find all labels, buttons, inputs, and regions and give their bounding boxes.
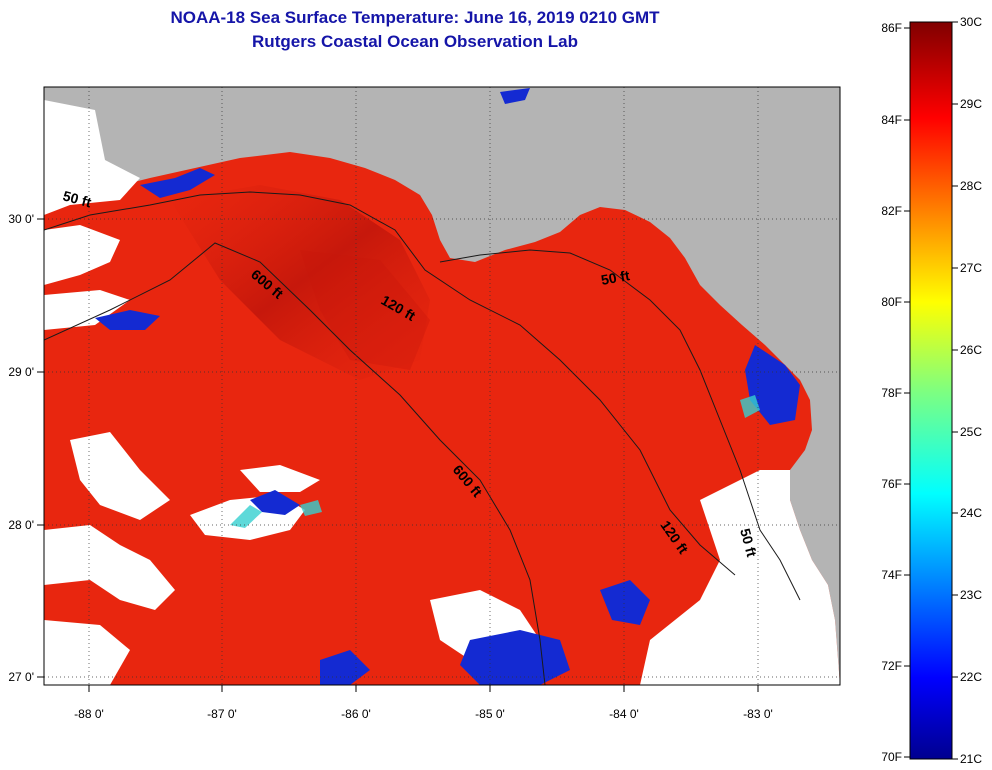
celsius-label: 27C <box>960 261 982 275</box>
fahrenheit-label: 84F <box>881 113 902 127</box>
lat-tick-label: 29 0' <box>8 365 34 379</box>
fahrenheit-label: 72F <box>881 659 902 673</box>
colorbar-ticks <box>904 21 958 760</box>
lon-tick-label: -83 0' <box>743 707 773 721</box>
fahrenheit-label: 74F <box>881 568 902 582</box>
lon-tick-label: -84 0' <box>609 707 639 721</box>
celsius-label: 29C <box>960 97 982 111</box>
celsius-label: 23C <box>960 588 982 602</box>
lat-tick-label: 30 0' <box>8 212 34 226</box>
map-subtitle: Rutgers Coastal Ocean Observation Lab <box>252 32 578 51</box>
celsius-label: 26C <box>960 343 982 357</box>
cool-water-patches <box>95 88 800 685</box>
celsius-label: 21C <box>960 752 982 766</box>
contour-label-50ft: 50 ft <box>600 267 631 288</box>
fahrenheit-label: 86F <box>881 21 902 35</box>
lat-tick-label: 27 0' <box>8 670 34 684</box>
celsius-label: 22C <box>960 670 982 684</box>
fahrenheit-label: 70F <box>881 750 902 764</box>
celsius-label: 25C <box>960 425 982 439</box>
cyan-fringe <box>230 395 760 528</box>
fahrenheit-label: 82F <box>881 204 902 218</box>
fahrenheit-label: 78F <box>881 386 902 400</box>
map-gridlines <box>44 87 840 685</box>
warm-core <box>170 185 430 380</box>
fahrenheit-label: 76F <box>881 477 902 491</box>
warm-core-2 <box>300 250 430 370</box>
axis-ticks <box>37 218 759 692</box>
celsius-label: 30C <box>960 15 982 29</box>
celsius-label: 24C <box>960 506 982 520</box>
colorbar-gradient <box>909 21 953 760</box>
celsius-label: 28C <box>960 179 982 193</box>
map-frame <box>43 86 841 686</box>
lon-tick-label: -88 0' <box>74 707 104 721</box>
bathymetry-contours <box>44 191 801 685</box>
contour-label-50ft: 50 ft <box>61 187 93 210</box>
map-title: NOAA-18 Sea Surface Temperature: June 16… <box>170 8 660 27</box>
contour-label-50ft: 50 ft <box>737 527 760 559</box>
lon-tick-label: -85 0' <box>475 707 505 721</box>
lon-tick-label: -86 0' <box>341 707 371 721</box>
lat-tick-label: 28 0' <box>8 518 34 532</box>
lon-tick-label: -87 0' <box>207 707 237 721</box>
fahrenheit-label: 80F <box>881 295 902 309</box>
